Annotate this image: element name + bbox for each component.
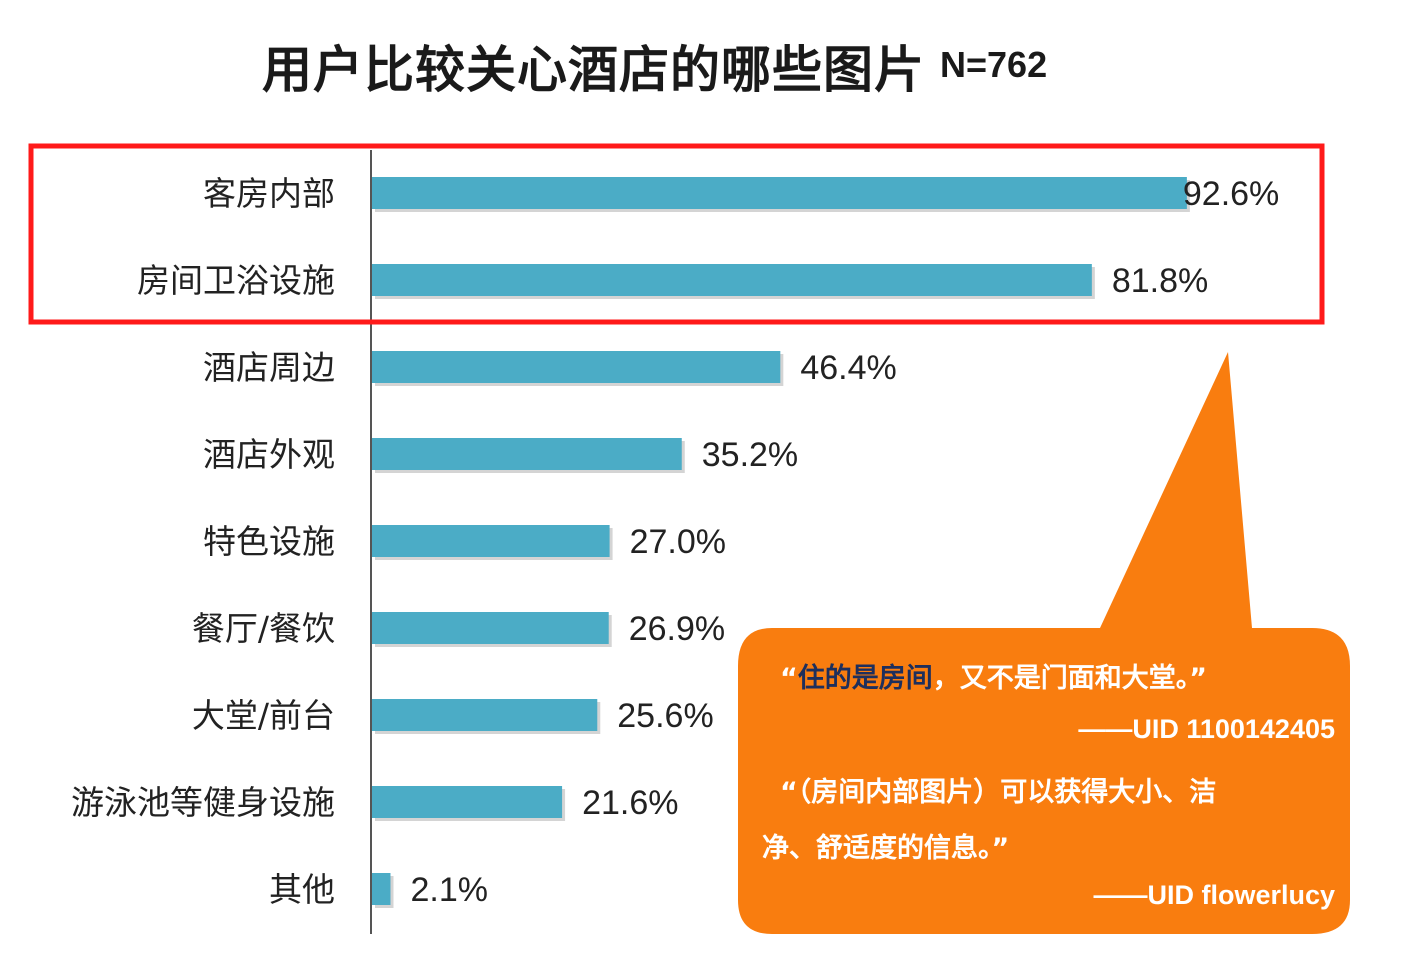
value-label: 46.4% — [800, 349, 896, 387]
category-label: 游泳池等健身设施 — [71, 783, 335, 822]
category-label: 酒店周边 — [203, 348, 335, 387]
quote-2-line-1: “（房间内部图片）可以获得大小、洁 — [780, 777, 1217, 808]
value-label: 26.9% — [629, 610, 725, 648]
bar — [372, 264, 1092, 296]
bar — [372, 525, 610, 557]
category-label: 酒店外观 — [203, 435, 335, 474]
value-label: 21.6% — [582, 784, 678, 822]
bars-layer: 客房内部 92.6% 房间卫浴设施 81.8% 酒店周边 46.4% 酒店外观 35.2% 特色… — [71, 174, 1279, 909]
quote-1-rest: ，又不是门面和大堂。 — [932, 663, 1190, 694]
category-label: 餐厅/餐饮 — [192, 609, 335, 648]
callout-shape — [738, 352, 1350, 934]
bar — [372, 786, 563, 818]
quote-1: “住的是房间，又不是门面和大堂。” — [780, 656, 1207, 695]
category-label: 大堂/前台 — [192, 696, 335, 735]
open-quote-1: “ — [780, 663, 798, 694]
value-label: 92.6% — [1183, 175, 1279, 213]
value-label: 81.8% — [1112, 262, 1208, 300]
value-label: 35.2% — [702, 436, 798, 474]
sample-size-label: N=762 — [940, 44, 1048, 85]
close-quote-1: ” — [1189, 663, 1207, 694]
bar — [372, 438, 682, 470]
bar — [372, 612, 609, 644]
highlight-box — [28, 143, 1325, 325]
quote-2-line-2: 净、舒适度的信息。” — [762, 833, 1010, 864]
value-label: 25.6% — [617, 697, 713, 735]
attribution-2: ——UID flowerlucy — [1093, 880, 1335, 910]
callout-text: “住的是房间，又不是门面和大堂。” ——UID 1100142405 “（房间内… — [752, 650, 1337, 930]
value-label: 2.1% — [410, 871, 488, 909]
chart-title: 用户比较关心酒店的哪些图片 — [262, 41, 925, 99]
category-label: 客房内部 — [203, 174, 335, 213]
bar — [372, 699, 598, 731]
category-label: 房间卫浴设施 — [137, 261, 335, 300]
value-label: 27.0% — [630, 523, 726, 561]
attribution-1: ——UID 1100142405 — [1078, 714, 1335, 744]
bar — [372, 177, 1187, 209]
bar — [372, 351, 781, 383]
category-label: 特色设施 — [203, 522, 335, 561]
quote-1-emphasis: 住的是房间 — [797, 663, 933, 694]
category-label: 其他 — [269, 870, 335, 909]
bar — [372, 873, 391, 905]
